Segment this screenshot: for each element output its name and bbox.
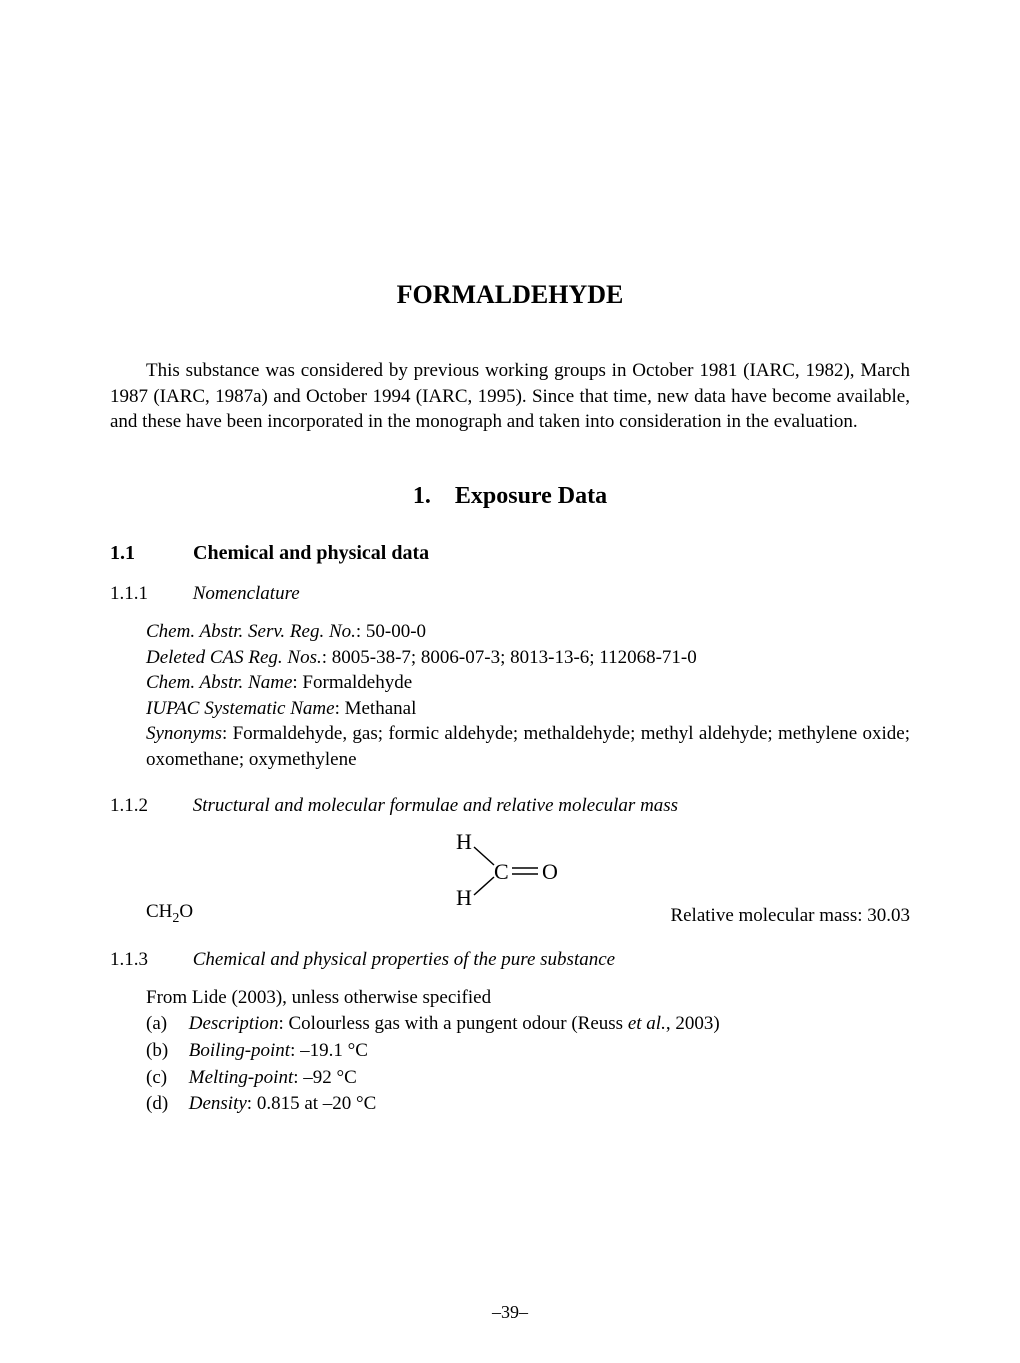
chem-name-line: Chem. Abstr. Name: Formaldehyde [146,670,910,696]
formula-suffix: O [179,901,193,922]
subsubsection-1-1-2: 1.1.2 Structural and molecular formulae … [110,795,910,817]
subsubsection-1-1-1: 1.1.1 Nomenclature [110,583,910,605]
prop-d-value: : 0.815 at –20 °C [247,1093,377,1114]
prop-d-label: Density [189,1093,247,1114]
document-title: FORMALDEHYDE [110,280,910,310]
prop-a-tail: , 2003) [666,1013,720,1034]
cas-label: Chem. Abstr. Serv. Reg. No. [146,621,356,642]
chemical-structure: H H C O [456,831,586,911]
molecular-formula: CH2O [146,901,193,927]
properties-block: From Lide (2003), unless otherwise speci… [146,985,910,1118]
iupac-value: : Methanal [335,698,417,719]
page-number: –39– [0,1302,1020,1323]
section-1-heading: 1. Exposure Data [110,483,910,510]
prop-a-label: Description [189,1013,279,1034]
iupac-line: IUPAC Systematic Name: Methanal [146,696,910,722]
page: FORMALDEHYDE This substance was consider… [0,0,1020,1363]
prop-c-label: Melting-point [189,1067,293,1088]
property-a: (a) Description: Colourless gas with a p… [146,1011,910,1038]
property-b: (b) Boiling-point: –19.1 °C [146,1038,910,1065]
section-1-title: Exposure Data [455,483,607,509]
iupac-label: IUPAC Systematic Name [146,698,335,719]
subsub-1-1-3-number: 1.1.3 [110,949,188,971]
prop-a-letter: (a) [146,1011,184,1038]
synonyms-value: : Formaldehyde, gas; formic aldehyde; me… [146,723,910,770]
prop-c-letter: (c) [146,1065,184,1092]
prop-b-value: : –19.1 °C [290,1040,368,1061]
section-1-number: 1. [413,483,431,509]
synonyms-line: Synonyms: Formaldehyde, gas; formic alde… [146,721,910,772]
subsub-1-1-2-number: 1.1.2 [110,795,188,817]
formula-prefix: CH [146,901,172,922]
subsection-1-1-number: 1.1 [110,542,188,565]
prop-c-value: : –92 °C [293,1067,357,1088]
prop-b-letter: (b) [146,1038,184,1065]
subsub-1-1-2-title: Structural and molecular formulae and re… [193,795,678,816]
nomenclature-block: Chem. Abstr. Serv. Reg. No.: 50-00-0 Del… [146,619,910,773]
cas-line: Chem. Abstr. Serv. Reg. No.: 50-00-0 [146,619,910,645]
property-d: (d) Density: 0.815 at –20 °C [146,1091,910,1118]
properties-intro: From Lide (2003), unless otherwise speci… [146,985,910,1012]
prop-a-etal: et al. [628,1013,666,1034]
subsubsection-1-1-3: 1.1.3 Chemical and physical properties o… [110,949,910,971]
subsub-1-1-1-number: 1.1.1 [110,583,188,605]
structure-o: O [542,859,558,884]
intro-paragraph: This substance was considered by previou… [110,358,910,435]
deleted-cas-line: Deleted CAS Reg. Nos.: 8005-38-7; 8006-0… [146,645,910,671]
chem-name-label: Chem. Abstr. Name [146,672,292,693]
chem-name-value: : Formaldehyde [292,672,412,693]
property-c: (c) Melting-point: –92 °C [146,1065,910,1092]
prop-b-label: Boiling-point [189,1040,290,1061]
subsub-1-1-1-title: Nomenclature [193,583,300,604]
cas-value: : 50-00-0 [356,621,426,642]
prop-d-letter: (d) [146,1091,184,1118]
subsub-1-1-3-title: Chemical and physical properties of the … [193,949,615,970]
deleted-cas-label: Deleted CAS Reg. Nos. [146,647,322,668]
prop-a-value: : Colourless gas with a pungent odour (R… [278,1013,627,1034]
synonyms-label: Synonyms [146,723,222,744]
deleted-cas-value: : 8005-38-7; 8006-07-3; 8013-13-6; 11206… [322,647,697,668]
subsection-1-1-title: Chemical and physical data [193,542,429,564]
structure-row: H H C O CH2O Relative molecular mass: 30… [110,831,910,927]
structure-c: C [494,859,509,884]
molecular-mass: Relative molecular mass: 30.03 [670,905,910,927]
subsection-1-1: 1.1 Chemical and physical data [110,542,910,565]
structure-h-bot: H [456,885,472,910]
structure-h-top: H [456,831,472,854]
